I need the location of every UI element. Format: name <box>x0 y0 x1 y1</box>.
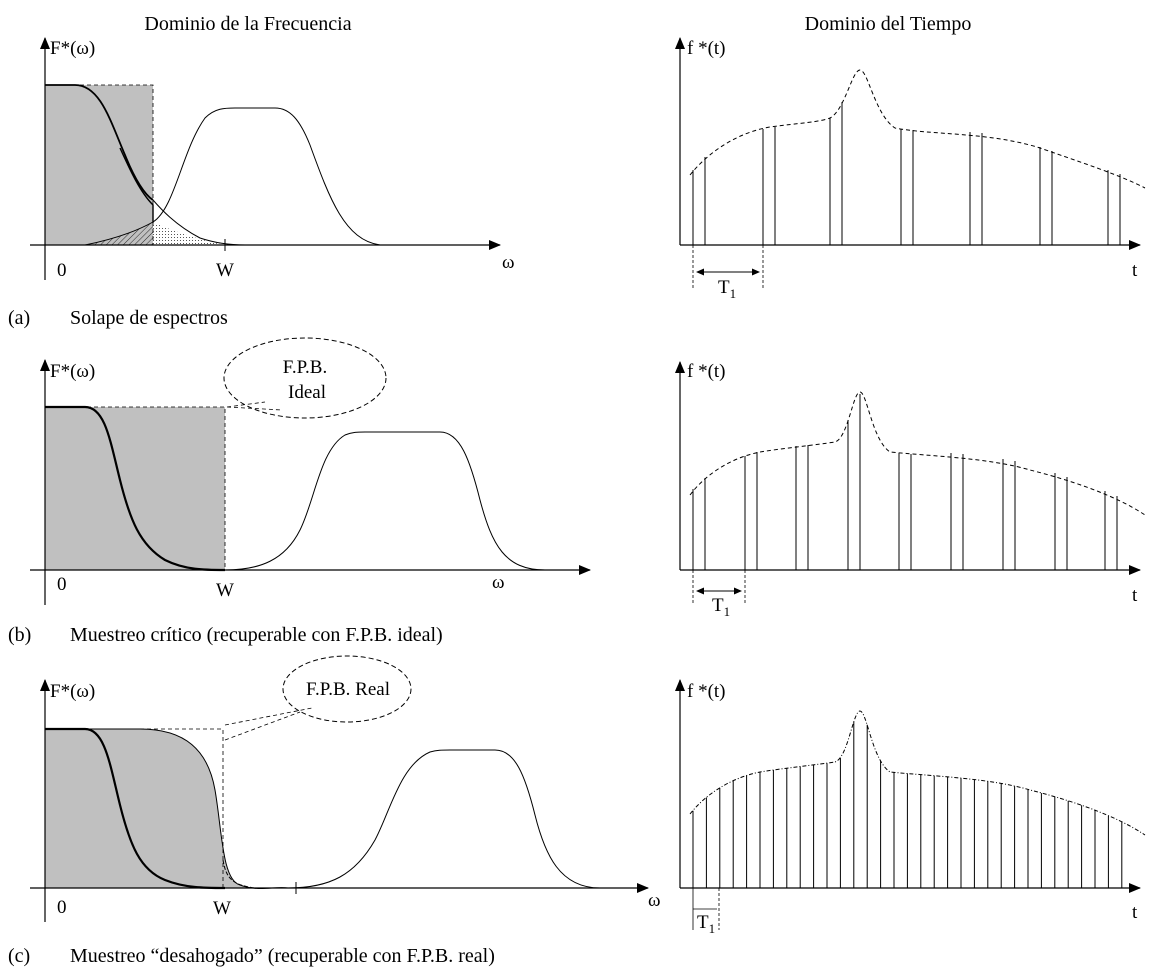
aliasing-overlap-hatch <box>85 222 153 245</box>
omega-label: ω <box>502 252 515 273</box>
time-envelope <box>689 391 1146 516</box>
replica-spectrum <box>287 749 620 889</box>
sample-pulses <box>692 721 1123 888</box>
ideal-lpf-region <box>44 84 154 246</box>
callout-pointer <box>226 401 283 411</box>
sample-pulses <box>692 102 1121 245</box>
callout-line-2: Ideal <box>288 382 326 403</box>
time-envelope <box>689 69 1146 189</box>
caption-b-text: Muestreo crítico (recuperable con F.P.B.… <box>70 624 443 646</box>
omega-label: ω <box>648 890 661 911</box>
origin-label: 0 <box>57 897 67 918</box>
panel-c-frequency: F*(ω) 0 W ω F.P.B. Real <box>30 655 661 922</box>
callout-label: F.P.B. Real <box>306 679 390 700</box>
panel-b-frequency: F*(ω) 0 W ω F.P.B. Ideal <box>30 337 591 605</box>
caption-a-text: Solape de espectros <box>70 307 228 329</box>
real-lpf-region <box>44 728 289 889</box>
time-y-label: f *(t) <box>687 38 726 59</box>
omega-label: ω <box>492 572 505 593</box>
replica-spectrum <box>84 107 430 246</box>
panel-a-time: f *(t) t T1 <box>675 37 1146 301</box>
baseband-spectrum <box>45 405 226 572</box>
caption-a-tag: (a) <box>8 307 30 329</box>
aliased-sum-curve <box>119 147 154 222</box>
panel-b-time: f *(t) t T1 <box>675 361 1146 619</box>
w-label: W <box>216 580 234 601</box>
w-label: W <box>216 260 234 281</box>
ideal-lpf-outline <box>140 728 224 888</box>
ideal-lpf-region <box>44 406 226 571</box>
time-y-label: f *(t) <box>687 361 726 382</box>
caption-c-text: Muestreo “desahogado” (recuperable con F… <box>70 945 495 967</box>
ideal-filter-callout <box>223 337 387 419</box>
period-label: T1 <box>712 595 730 619</box>
time-envelope <box>689 710 1146 836</box>
time-y-label: f *(t) <box>687 681 726 702</box>
callout-pointer <box>224 707 313 741</box>
freq-y-label: F*(ω) <box>50 361 95 382</box>
origin-label: 0 <box>57 574 67 595</box>
caption-b-tag: (b) <box>8 624 31 646</box>
baseband-spectrum <box>45 84 154 201</box>
t-label: t <box>1132 260 1138 281</box>
header-time-domain: Dominio del Tiempo <box>805 13 972 35</box>
real-filter-callout <box>282 655 412 723</box>
t-label: t <box>1132 585 1138 606</box>
sample-pulses <box>692 394 1118 570</box>
w-label: W <box>213 898 231 919</box>
callout-line-1: F.P.B. <box>283 357 327 378</box>
replica-spectrum <box>224 431 560 571</box>
baseband-tail <box>222 859 256 889</box>
period-label: T1 <box>697 912 715 936</box>
aliasing-overlap-dots <box>153 222 225 245</box>
baseband-spectrum <box>45 727 226 890</box>
header-frequency-domain: Dominio de la Frecuencia <box>144 13 351 35</box>
freq-y-label: F*(ω) <box>50 38 95 59</box>
panel-c-time: f *(t) t T1 <box>675 679 1146 936</box>
panel-a-frequency: F*(ω) 0 W ω <box>30 37 515 281</box>
freq-y-label: F*(ω) <box>50 681 95 702</box>
t-label: t <box>1132 902 1138 923</box>
origin-label: 0 <box>57 260 67 281</box>
period-label: T1 <box>718 277 736 301</box>
caption-c-tag: (c) <box>8 945 30 967</box>
